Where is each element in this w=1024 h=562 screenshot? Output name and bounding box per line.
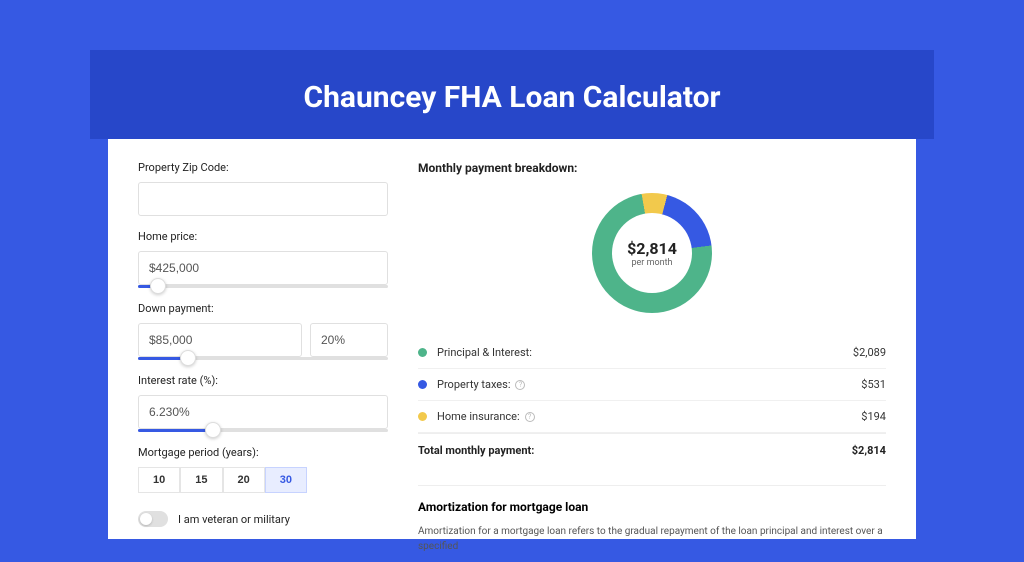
interest-rate-slider-fill bbox=[138, 429, 213, 432]
interest-rate-label: Interest rate (%): bbox=[138, 374, 388, 387]
home-price-field-group: Home price: bbox=[138, 230, 388, 288]
period-tab-20[interactable]: 20 bbox=[223, 467, 265, 493]
period-tab-10[interactable]: 10 bbox=[138, 467, 180, 493]
down-payment-label: Down payment: bbox=[138, 302, 388, 315]
period-label: Mortgage period (years): bbox=[138, 446, 388, 459]
home-price-slider[interactable] bbox=[138, 285, 388, 288]
form-column: Property Zip Code: Home price: Down paym… bbox=[138, 161, 388, 539]
legend-text-insurance: Home insurance: bbox=[437, 410, 520, 423]
interest-rate-input[interactable] bbox=[138, 395, 388, 429]
legend-label-insurance: Home insurance: ? bbox=[437, 410, 861, 423]
zip-field-group: Property Zip Code: bbox=[138, 161, 388, 216]
down-payment-slider-thumb[interactable] bbox=[180, 350, 196, 366]
total-label: Total monthly payment: bbox=[418, 444, 852, 457]
breakdown-title: Monthly payment breakdown: bbox=[418, 161, 886, 175]
donut-amount: $2,814 bbox=[627, 239, 677, 258]
legend-dot-taxes bbox=[418, 380, 427, 389]
donut-center: $2,814 per month bbox=[612, 213, 692, 293]
home-price-slider-thumb[interactable] bbox=[150, 278, 166, 294]
down-payment-slider[interactable] bbox=[138, 357, 388, 360]
period-tab-30[interactable]: 30 bbox=[265, 467, 307, 493]
home-price-label: Home price: bbox=[138, 230, 388, 243]
legend-value-principal: $2,089 bbox=[853, 346, 886, 359]
legend-label-taxes: Property taxes: ? bbox=[437, 378, 861, 391]
legend-row-insurance: Home insurance: ? $194 bbox=[418, 401, 886, 433]
calculator-card: Property Zip Code: Home price: Down paym… bbox=[108, 139, 916, 539]
down-payment-pct-input[interactable] bbox=[310, 323, 388, 357]
veteran-toggle-knob bbox=[140, 513, 152, 525]
legend-value-insurance: $194 bbox=[861, 410, 886, 423]
donut-subtext: per month bbox=[631, 258, 672, 268]
period-tabs: 10 15 20 30 bbox=[138, 467, 388, 493]
down-payment-amount-input[interactable] bbox=[138, 323, 302, 357]
legend-dot-insurance bbox=[418, 412, 427, 421]
info-icon[interactable]: ? bbox=[525, 412, 535, 422]
veteran-toggle[interactable] bbox=[138, 511, 168, 527]
page-title: Chauncey FHA Loan Calculator bbox=[90, 80, 934, 115]
legend-text-principal: Principal & Interest: bbox=[437, 346, 532, 359]
legend-text-taxes: Property taxes: bbox=[437, 378, 510, 391]
down-payment-field-group: Down payment: bbox=[138, 302, 388, 360]
legend-dot-principal bbox=[418, 348, 427, 357]
zip-label: Property Zip Code: bbox=[138, 161, 388, 174]
breakdown-column: Monthly payment breakdown: $2,814 per mo… bbox=[418, 161, 886, 539]
interest-rate-slider[interactable] bbox=[138, 429, 388, 432]
interest-rate-slider-thumb[interactable] bbox=[205, 422, 221, 438]
veteran-toggle-row: I am veteran or military bbox=[138, 511, 388, 527]
veteran-label: I am veteran or military bbox=[178, 513, 290, 526]
interest-rate-field-group: Interest rate (%): bbox=[138, 374, 388, 432]
period-tab-15[interactable]: 15 bbox=[180, 467, 222, 493]
period-field-group: Mortgage period (years): 10 15 20 30 bbox=[138, 446, 388, 493]
legend-label-principal: Principal & Interest: bbox=[437, 346, 853, 359]
donut-chart-wrap: $2,814 per month bbox=[418, 193, 886, 313]
amortization-title: Amortization for mortgage loan bbox=[418, 485, 886, 514]
info-icon[interactable]: ? bbox=[515, 380, 525, 390]
amortization-text: Amortization for a mortgage loan refers … bbox=[418, 524, 886, 554]
zip-input[interactable] bbox=[138, 182, 388, 216]
donut-chart: $2,814 per month bbox=[592, 193, 712, 313]
legend-row-principal: Principal & Interest: $2,089 bbox=[418, 337, 886, 369]
header-band: Chauncey FHA Loan Calculator bbox=[90, 50, 934, 139]
legend-value-taxes: $531 bbox=[861, 378, 886, 391]
total-value: $2,814 bbox=[852, 444, 886, 457]
legend-row-taxes: Property taxes: ? $531 bbox=[418, 369, 886, 401]
home-price-input[interactable] bbox=[138, 251, 388, 285]
total-row: Total monthly payment: $2,814 bbox=[418, 433, 886, 467]
